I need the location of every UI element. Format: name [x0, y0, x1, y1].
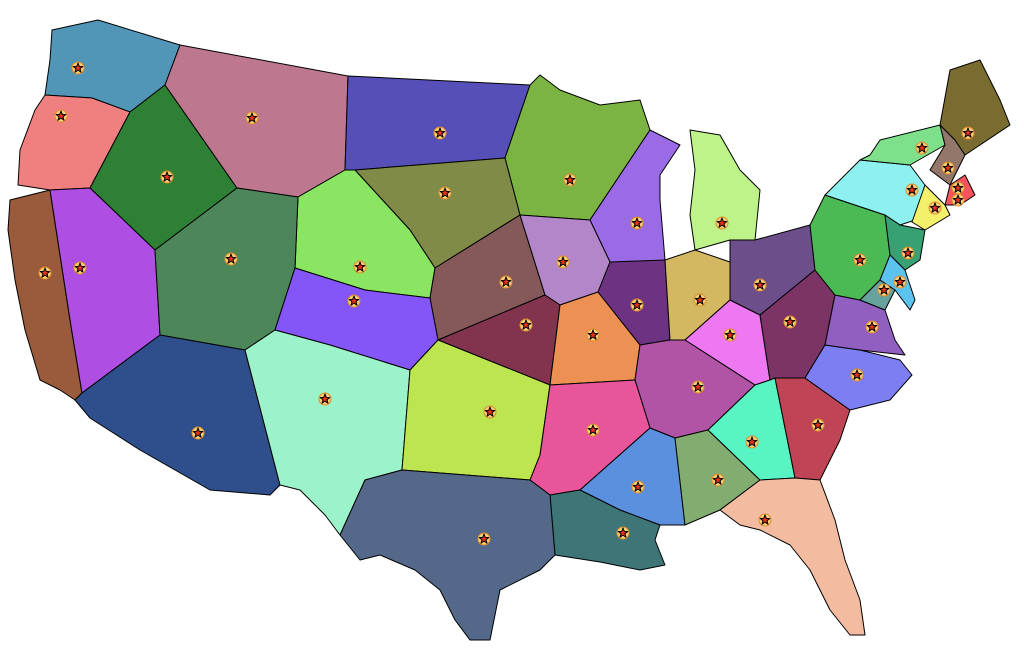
capital-marker — [191, 426, 205, 440]
capital-marker — [38, 266, 52, 280]
capital-marker — [563, 173, 577, 187]
capital-marker — [483, 405, 497, 419]
region — [689, 129, 761, 251]
capital-marker — [951, 193, 965, 207]
capital-marker — [353, 260, 367, 274]
capital-marker — [850, 368, 864, 382]
capital-marker — [905, 183, 919, 197]
capital-marker — [901, 246, 915, 260]
capital-marker — [783, 315, 797, 329]
capital-marker — [811, 418, 825, 432]
capital-marker — [499, 275, 513, 289]
capital-marker — [438, 186, 452, 200]
capital-marker — [71, 61, 85, 75]
capital-marker — [941, 161, 955, 175]
capital-marker — [693, 293, 707, 307]
capital-marker — [630, 216, 644, 230]
capital-marker — [586, 328, 600, 342]
capital-marker — [54, 109, 68, 123]
capital-marker — [711, 473, 725, 487]
region — [344, 75, 531, 171]
capital-marker — [961, 126, 975, 140]
region — [719, 477, 866, 636]
capital-marker — [691, 380, 705, 394]
capital-marker — [347, 294, 361, 308]
capital-marker — [723, 328, 737, 342]
capital-marker — [915, 141, 929, 155]
capital-marker — [519, 318, 533, 332]
capital-marker — [758, 513, 772, 527]
region — [824, 294, 906, 356]
capital-marker — [715, 216, 729, 230]
capital-marker — [160, 170, 174, 184]
capital-marker — [877, 283, 891, 297]
capital-marker — [893, 275, 907, 289]
region — [549, 489, 666, 571]
region — [859, 124, 946, 166]
capital-marker — [556, 255, 570, 269]
capital-marker — [318, 392, 332, 406]
capital-marker — [928, 201, 942, 215]
region — [939, 59, 1011, 156]
capital-marker — [245, 111, 259, 125]
regions — [7, 19, 1011, 641]
capital-marker — [586, 423, 600, 437]
capital-marker — [630, 298, 644, 312]
region — [74, 334, 281, 496]
capital-marker — [745, 435, 759, 449]
capital-marker — [753, 278, 767, 292]
capital-marker — [224, 252, 238, 266]
capital-marker — [865, 320, 879, 334]
capital-marker — [433, 126, 447, 140]
capital-marker — [477, 532, 491, 546]
capital-marker — [73, 261, 87, 275]
capital-marker — [616, 526, 630, 540]
capital-marker — [631, 480, 645, 494]
capital-marker — [853, 253, 867, 267]
capital-marker — [951, 181, 965, 195]
region — [339, 469, 556, 641]
